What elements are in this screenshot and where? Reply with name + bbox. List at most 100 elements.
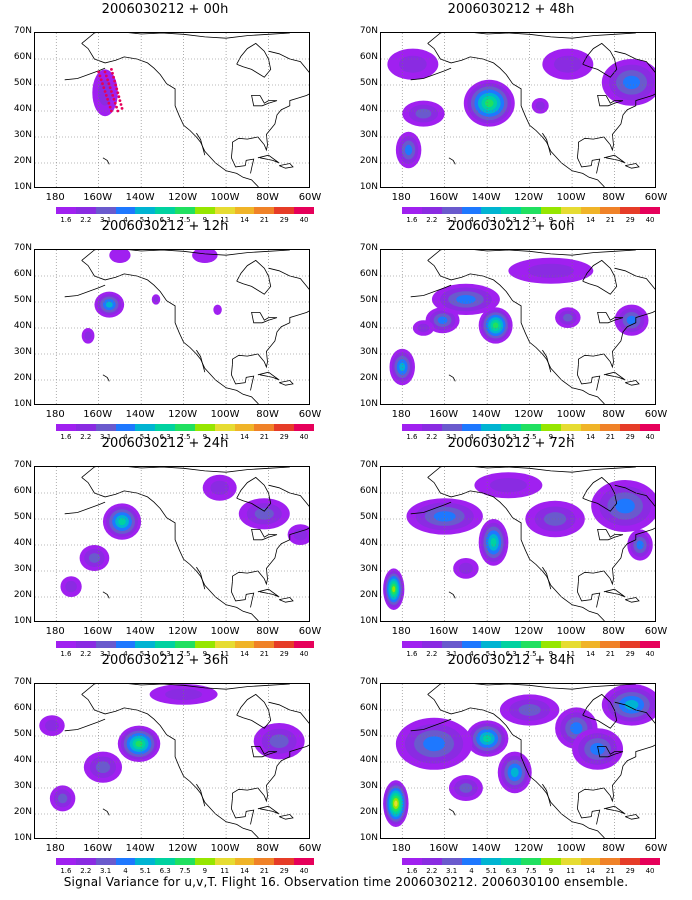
coastline bbox=[582, 42, 618, 78]
flight-track-point bbox=[120, 107, 124, 110]
lat-tick-label: 60N bbox=[13, 486, 32, 496]
lon-tick-label: 180 bbox=[45, 626, 65, 637]
lon-tick-label: 180 bbox=[391, 409, 411, 420]
colorbar-swatch bbox=[214, 858, 235, 865]
lon-tick-label: 60W bbox=[298, 626, 322, 637]
variance-contour bbox=[535, 101, 545, 111]
variance-contour bbox=[394, 800, 398, 807]
flight-track-point bbox=[104, 94, 108, 97]
variance-contour bbox=[563, 313, 573, 322]
coastline bbox=[427, 684, 636, 695]
colorbar-label: 7.5 bbox=[525, 216, 537, 224]
coastline bbox=[236, 476, 272, 512]
colorbar-label: 3.1 bbox=[100, 650, 112, 658]
colorbar-swatch bbox=[600, 641, 621, 648]
flight-track-point bbox=[102, 86, 106, 89]
variance-contour bbox=[269, 734, 289, 749]
colorbar-swatch bbox=[56, 858, 76, 865]
colorbar-swatch bbox=[214, 424, 235, 431]
variance-contour bbox=[404, 144, 413, 156]
colorbar-label: 7.5 bbox=[179, 867, 191, 875]
lat-tick-label: 30N bbox=[359, 130, 378, 140]
colorbar-label: 2.2 bbox=[426, 650, 438, 658]
coastline bbox=[236, 42, 272, 78]
variance-contour bbox=[527, 263, 575, 278]
lon-tick-label: 100W bbox=[210, 192, 240, 203]
coastline bbox=[251, 95, 278, 107]
coastline bbox=[81, 43, 259, 187]
coastline bbox=[577, 310, 655, 369]
lon-tick-label: 180 bbox=[391, 626, 411, 637]
colorbar-label: 2.2 bbox=[80, 216, 92, 224]
colorbar-label: 5.1 bbox=[139, 216, 151, 224]
colorbar-swatch bbox=[175, 424, 195, 431]
colorbar-label: 21 bbox=[605, 433, 615, 441]
colorbar-label: 40 bbox=[299, 867, 309, 875]
coastline bbox=[102, 808, 110, 816]
coastline bbox=[597, 529, 624, 541]
variance-contour bbox=[88, 553, 101, 563]
variance-contour bbox=[254, 507, 274, 520]
flight-track-point bbox=[99, 78, 103, 82]
variance-contour bbox=[213, 304, 222, 315]
lon-tick-label: 160W bbox=[83, 409, 113, 420]
colorbar-swatch bbox=[254, 641, 275, 648]
colorbar bbox=[402, 858, 660, 865]
variance-contour bbox=[458, 562, 473, 575]
colorbar-label: 3.1 bbox=[446, 650, 458, 658]
lon-tick-label: 120W bbox=[168, 409, 198, 420]
flight-track-point bbox=[107, 101, 111, 105]
colorbar-label: 11 bbox=[220, 216, 230, 224]
lat-tick-label: 60N bbox=[359, 269, 378, 279]
colorbar-swatch bbox=[461, 858, 482, 865]
colorbar-label: 1.6 bbox=[406, 433, 418, 441]
lat-tick-label: 70N bbox=[359, 677, 378, 687]
colorbar-label: 7.5 bbox=[179, 216, 191, 224]
colorbar-label: 1.6 bbox=[406, 650, 418, 658]
lon-tick-label: 120W bbox=[514, 192, 544, 203]
panel-title: 2006030212 + 12h bbox=[101, 219, 229, 234]
lon-tick-label: 180 bbox=[45, 843, 65, 854]
lon-tick-label: 180 bbox=[45, 409, 65, 420]
variance-contour bbox=[135, 740, 143, 747]
colorbar-swatch bbox=[95, 424, 116, 431]
colorbar-swatch bbox=[115, 207, 136, 214]
flight-track-point bbox=[113, 79, 117, 83]
colorbar-swatch bbox=[521, 641, 541, 648]
colorbar-swatch bbox=[501, 424, 522, 431]
coastline bbox=[410, 67, 452, 81]
coastline bbox=[231, 744, 309, 803]
lat-tick-label: 10N bbox=[13, 833, 32, 843]
colorbar-swatch bbox=[421, 641, 442, 648]
lon-tick-label: 160W bbox=[429, 192, 459, 203]
colorbar-swatch bbox=[254, 858, 275, 865]
colorbar-label: 4 bbox=[123, 650, 128, 658]
coastline bbox=[427, 694, 605, 838]
lon-tick-label: 80W bbox=[602, 192, 625, 203]
lon-tick-label: 60W bbox=[644, 192, 668, 203]
colorbar-swatch bbox=[75, 641, 96, 648]
flight-track-point bbox=[114, 83, 118, 87]
coastline bbox=[268, 267, 309, 290]
lat-tick-label: 50N bbox=[359, 512, 378, 522]
colorbar-label: 29 bbox=[625, 650, 635, 658]
variance-contour bbox=[118, 518, 126, 526]
lat-tick-label: 40N bbox=[13, 755, 32, 765]
colorbar-swatch bbox=[115, 858, 136, 865]
variance-contour bbox=[109, 250, 131, 263]
colorbar-label: 6.3 bbox=[159, 216, 171, 224]
variance-contour bbox=[423, 736, 445, 752]
colorbar-swatch bbox=[620, 424, 641, 431]
colorbar-swatch bbox=[540, 207, 561, 214]
variance-contour bbox=[192, 250, 218, 263]
lat-tick-label: 30N bbox=[359, 347, 378, 357]
lat-tick-label: 10N bbox=[13, 399, 32, 409]
flight-track-point bbox=[110, 109, 113, 113]
colorbar bbox=[56, 207, 314, 214]
colorbar-swatch bbox=[155, 207, 176, 214]
coastline bbox=[542, 566, 552, 590]
coastline bbox=[448, 374, 456, 382]
colorbar-label: 2.2 bbox=[426, 867, 438, 875]
colorbar-swatch bbox=[580, 424, 601, 431]
variance-contour bbox=[392, 586, 396, 593]
